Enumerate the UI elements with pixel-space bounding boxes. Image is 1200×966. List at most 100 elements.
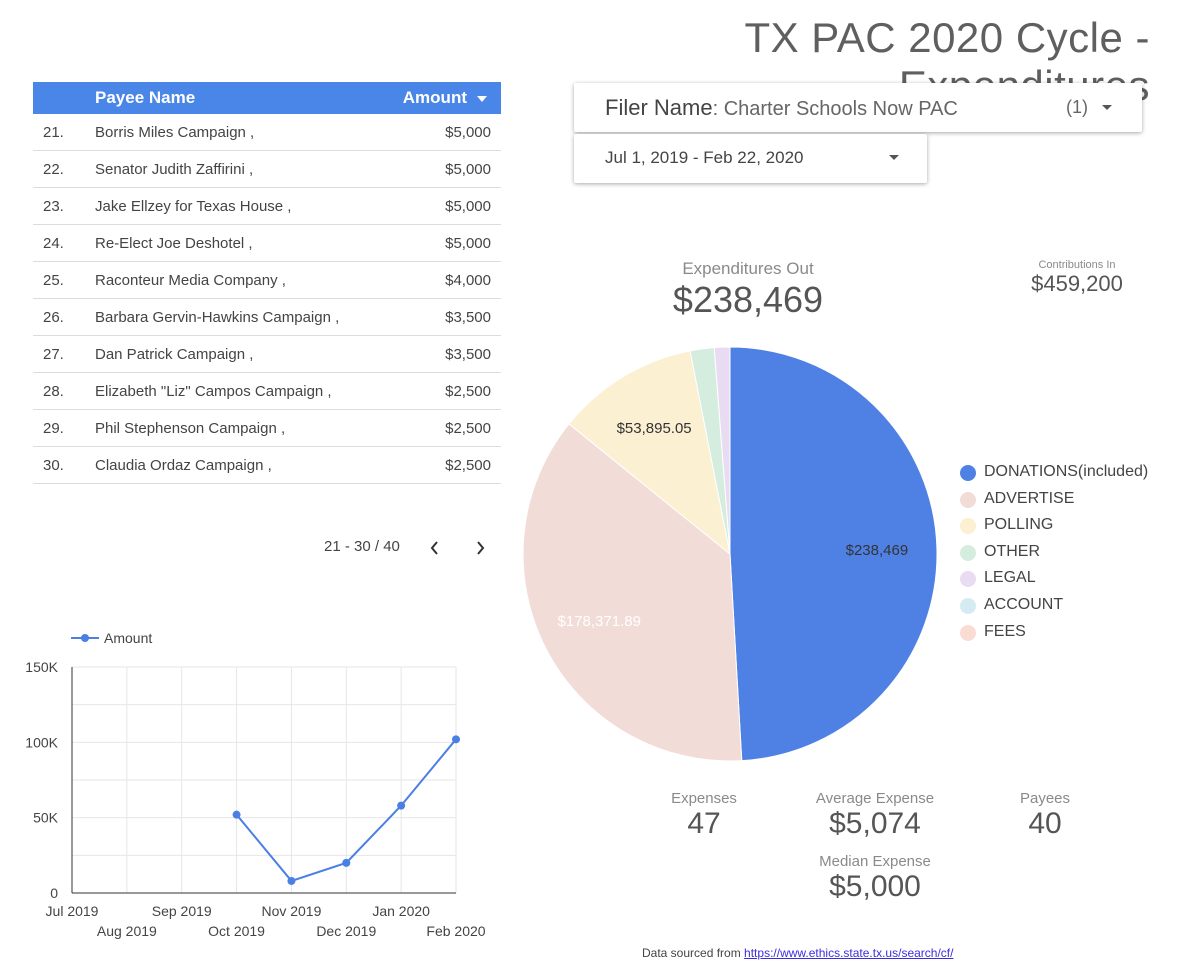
table-row[interactable]: 21. Borris Miles Campaign , $5,000 — [33, 114, 501, 151]
scorecard-label: Expenditures Out — [682, 259, 814, 278]
legend-label: Amount — [104, 630, 152, 646]
amount-cell: $5,000 — [445, 235, 491, 252]
pie-slice[interactable] — [568, 350, 731, 556]
payee-table: Payee Name Amount 21. Borris Miles Campai… — [33, 82, 501, 484]
table-row[interactable]: 23. Jake Ellzey for Texas House , $5,000 — [33, 188, 501, 225]
line-legend-item[interactable]: Amount — [71, 630, 152, 646]
date-range-control[interactable]: Jul 1, 2019 - Feb 22, 2020 — [574, 134, 927, 183]
average-expense-scorecard: Average Expense $5,074 — [795, 790, 955, 841]
source-prefix: Data sourced from — [642, 946, 745, 960]
pie-slice[interactable] — [522, 423, 743, 762]
legend-swatch — [960, 597, 976, 614]
x-tick-label: Feb 2020 — [426, 923, 485, 939]
x-tick-label: Sep 2019 — [152, 903, 212, 919]
data-point[interactable] — [232, 810, 241, 819]
table-row[interactable]: 30. Claudia Ordaz Campaign , $2,500 — [33, 447, 501, 484]
scorecard-value: $238,469 — [672, 279, 824, 320]
expenditures-out-scorecard: Expenditures Out $238,469 — [598, 259, 898, 321]
table-row[interactable]: 27. Dan Patrick Campaign , $3,500 — [33, 336, 501, 373]
y-tick-label: 50K — [33, 810, 59, 826]
pie-slice[interactable] — [729, 346, 938, 762]
data-point[interactable] — [452, 735, 460, 744]
pie-slice[interactable] — [713, 346, 731, 555]
amount-cell: $3,500 — [445, 346, 491, 363]
data-point[interactable] — [287, 876, 296, 885]
payee-name-header[interactable]: Payee Name — [95, 88, 196, 107]
legend-label: DONATIONS(included) — [984, 463, 1149, 480]
legend-label: LEGAL — [984, 569, 1036, 587]
payee-name-cell: Dan Patrick Campaign , — [95, 346, 254, 363]
legend-label: FEES — [984, 622, 1026, 640]
legend-swatch — [960, 544, 976, 561]
amount-cell: $3,500 — [445, 309, 491, 326]
filer-name-filter[interactable]: Filer Name: Charter Schools Now PAC (1) — [574, 83, 1142, 132]
row-index: 26. — [43, 309, 64, 326]
legend-swatch — [960, 465, 976, 481]
chevron-right-icon — [477, 541, 485, 555]
scorecard-label: Median Expense — [819, 853, 931, 870]
amount-cell: $5,000 — [445, 124, 491, 141]
median-expense-scorecard: Median Expense $5,000 — [795, 853, 955, 904]
row-index: 22. — [43, 161, 64, 178]
y-tick-label: 150K — [25, 659, 58, 675]
amount-cell: $2,500 — [445, 457, 491, 474]
data-point[interactable] — [342, 858, 351, 867]
payee-name-cell: Phil Stephenson Campaign , — [95, 420, 286, 437]
table-row[interactable]: 24. Re-Elect Joe Deshotel , $5,000 — [33, 225, 501, 262]
x-tick-label: Aug 2019 — [97, 923, 157, 939]
x-tick-label: Jan 2020 — [372, 903, 430, 919]
slice-label: $53,895.05 — [617, 420, 692, 437]
legend-swatch — [960, 571, 976, 588]
legend-swatch — [960, 491, 976, 508]
table-row[interactable]: 28. Elizabeth "Liz" Campos Campaign , $2,5… — [33, 373, 501, 410]
table-row[interactable]: 29. Phil Stephenson Campaign , $2,500 — [33, 410, 501, 447]
amount-cell: $4,000 — [445, 272, 491, 289]
table-body: 21. Borris Miles Campaign , $5,000 22. Senat… — [33, 114, 501, 484]
payee-name-cell: Claudia Ordaz Campaign , — [95, 457, 272, 474]
payee-name-cell: Jake Ellzey for Texas House , — [95, 198, 292, 215]
slice-label: $178,371.89 — [558, 613, 641, 630]
data-point[interactable] — [397, 801, 406, 810]
x-tick-label: Nov 2019 — [261, 903, 321, 919]
scorecard-label: Average Expense — [815, 790, 935, 807]
legend-label: ADVERTISE — [984, 489, 1075, 507]
scorecard-value: 40 — [1028, 807, 1062, 840]
row-index: 28. — [43, 383, 64, 400]
row-index: 29. — [43, 420, 64, 437]
filer-name-value: : Charter Schools Now PAC — [712, 98, 958, 120]
scorecard-value: $5,074 — [829, 807, 921, 840]
amount-header-label: Amount — [402, 88, 467, 107]
dropdown-arrow-icon — [889, 155, 899, 160]
payee-name-cell: Barbara Gervin-Hawkins Campaign , — [95, 309, 340, 326]
date-range-value: Jul 1, 2019 - Feb 22, 2020 — [605, 148, 804, 167]
row-index: 30. — [43, 457, 64, 474]
legend-label: OTHER — [984, 542, 1040, 560]
next-page-button[interactable] — [468, 536, 492, 560]
amount-cell: $2,500 — [445, 383, 491, 400]
payee-name-cell: Re-Elect Joe Deshotel , — [95, 235, 253, 252]
dropdown-arrow-icon — [1102, 105, 1112, 110]
amount-header[interactable]: Amount — [403, 88, 487, 108]
legend-label: ACCOUNT — [984, 595, 1064, 613]
table-row[interactable]: 26. Barbara Gervin-Hawkins Campaign , $3,5… — [33, 299, 501, 336]
legend-marker — [81, 634, 89, 642]
slice-label: $238,469 — [846, 542, 909, 559]
scorecard-label: Payees — [1019, 790, 1071, 807]
sort-desc-icon[interactable] — [477, 95, 487, 102]
scorecard-value: $5,000 — [829, 870, 921, 903]
table-row[interactable]: 25. Raconteur Media Company , $4,000 — [33, 262, 501, 299]
payee-name-cell: Raconteur Media Company , — [95, 272, 286, 289]
table-row[interactable]: 22. Senator Judith Zaffirini , $5,000 — [33, 151, 501, 188]
legend-label: POLLING — [984, 516, 1054, 534]
scorecard-label: Expenses — [671, 790, 737, 807]
legend-swatch — [960, 518, 976, 535]
y-tick-label: 100K — [25, 734, 58, 750]
previous-page-button[interactable] — [423, 536, 447, 560]
source-link[interactable]: https://www.ethics.state.tx.us/search/cf… — [744, 946, 954, 960]
amount-cell: $5,000 — [445, 161, 491, 178]
expenses-scorecard: Expenses 47 — [634, 790, 774, 841]
row-index: 23. — [43, 198, 64, 215]
row-index: 21. — [43, 124, 64, 141]
table-header: Payee Name Amount — [33, 82, 501, 114]
x-tick-label: Jul 2019 — [46, 903, 99, 919]
